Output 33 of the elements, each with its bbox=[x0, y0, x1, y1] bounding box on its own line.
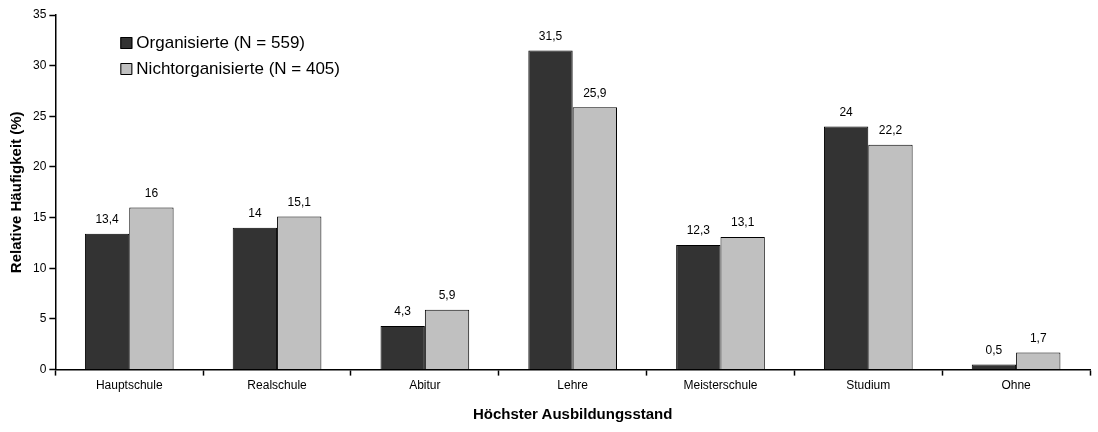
x-tick-label: Meisterschule bbox=[683, 378, 758, 393]
legend-label: Organisierte (N = 559) bbox=[136, 32, 305, 52]
data-label: 1,7 bbox=[1029, 330, 1047, 345]
y-axis-title: Relative Häufigkeit (%) bbox=[7, 111, 25, 274]
data-label: 24 bbox=[839, 104, 854, 119]
y-tick-label: 30 bbox=[32, 57, 47, 72]
data-label: 14 bbox=[248, 206, 262, 221]
x-axis-title: Höchster Ausbildungsstand bbox=[472, 405, 673, 423]
data-label: 31,5 bbox=[538, 28, 563, 43]
y-tick-label: 10 bbox=[32, 260, 47, 275]
x-tick-label: Abitur bbox=[409, 378, 441, 393]
y-tick-label: 0 bbox=[39, 361, 47, 376]
y-tick-label: 5 bbox=[39, 311, 47, 326]
data-label: 22,2 bbox=[878, 122, 903, 137]
y-tick-label: 35 bbox=[32, 7, 47, 22]
x-tick-label: Ohne bbox=[1001, 378, 1032, 393]
y-tick-label: 25 bbox=[32, 108, 47, 123]
data-label: 4,3 bbox=[394, 304, 412, 319]
data-label: 13,1 bbox=[730, 215, 755, 230]
x-tick-label: Studium bbox=[846, 378, 891, 393]
x-tick-label: Realschule bbox=[247, 378, 308, 393]
x-tick-label: Lehre bbox=[557, 378, 589, 393]
y-tick-label: 20 bbox=[32, 159, 47, 174]
legend-label: Nichtorganisierte (N = 405) bbox=[136, 58, 340, 78]
data-label: 5,9 bbox=[438, 288, 456, 303]
data-label: 25,9 bbox=[583, 85, 607, 100]
data-label: 16 bbox=[144, 185, 159, 200]
data-label: 0,5 bbox=[985, 342, 1003, 357]
x-tick-label: Hauptschule bbox=[95, 378, 163, 393]
data-label: 12,3 bbox=[686, 223, 711, 238]
data-label: 15,1 bbox=[287, 194, 312, 209]
y-tick-label: 15 bbox=[32, 209, 47, 224]
data-label: 13,4 bbox=[95, 212, 120, 227]
